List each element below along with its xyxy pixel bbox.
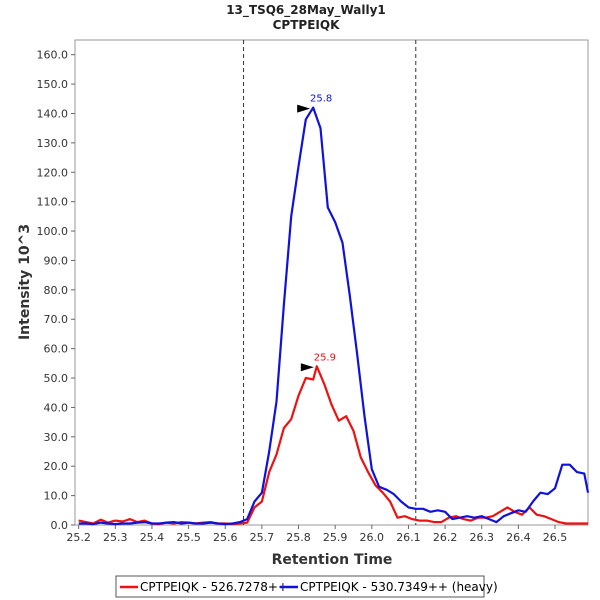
series-lines [78, 106, 590, 526]
x-tick-label-11: 26.3 [469, 531, 494, 544]
legend-entry-heavy: CPTPEIQK - 530.7349++ (heavy) [300, 580, 498, 594]
y-tick-label-7: 70.0 [44, 313, 69, 326]
series-line-1 [78, 106, 590, 526]
peak-label-0: 25.9 [314, 352, 336, 363]
x-tick-label-13: 26.5 [543, 531, 568, 544]
y-axis-label: Intensity 10^3 [17, 224, 33, 340]
y-tick-label-9: 90.0 [44, 254, 69, 267]
y-tick-label-2: 20.0 [44, 460, 69, 473]
chart-title: 13_TSQ6_28May_Wally1 [226, 3, 386, 18]
x-tick-label-7: 25.9 [323, 531, 348, 544]
x-tick-label-1: 25.3 [103, 531, 128, 544]
x-tick-label-2: 25.4 [140, 531, 165, 544]
legend: CPTPEIQK - 526.7278++ CPTPEIQK - 530.734… [115, 575, 498, 598]
y-tick-label-10: 100.0 [37, 225, 69, 238]
y-tick-label-15: 150.0 [37, 78, 69, 91]
x-tick-label-6: 25.8 [286, 531, 311, 544]
x-axis-label: Retention Time [272, 552, 393, 568]
y-tick-label-6: 60.0 [44, 343, 69, 356]
peak-annotations: 25.9 25.8 [297, 94, 336, 372]
plot-area [74, 39, 589, 526]
y-tick-label-4: 40.0 [44, 401, 69, 414]
peak-label-1: 25.8 [310, 94, 332, 105]
y-tick-label-14: 140.0 [37, 107, 69, 120]
y-tick-label-3: 30.0 [44, 431, 69, 444]
y-axis: 0.0 10.0 20.0 30.0 40.0 50.0 60.0 70.0 80.0 90.0 1… [37, 49, 75, 532]
y-tick-label-1: 10.0 [44, 490, 69, 503]
chart-subtitle: CPTPEIQK [273, 18, 340, 32]
y-tick-label-16: 160.0 [37, 49, 69, 62]
y-tick-label-0: 0.0 [51, 519, 69, 532]
y-tick-label-12: 120.0 [37, 166, 69, 179]
legend-entry-light: CPTPEIQK - 526.7278++ [140, 580, 288, 594]
y-tick-label-8: 80.0 [44, 284, 69, 297]
x-tick-label-9: 26.1 [396, 531, 421, 544]
integration-bounds [243, 40, 417, 525]
x-tick-label-3: 25.5 [176, 531, 201, 544]
y-tick-label-11: 110.0 [37, 196, 69, 209]
x-tick-label-8: 26.0 [360, 531, 385, 544]
x-tick-label-0: 25.2 [66, 531, 91, 544]
x-tick-label-10: 26.2 [433, 531, 458, 544]
x-tick-label-12: 26.4 [506, 531, 531, 544]
y-tick-label-13: 130.0 [37, 137, 69, 150]
legend-box [115, 575, 485, 598]
y-tick-label-5: 50.0 [44, 372, 69, 385]
x-tick-label-5: 25.7 [250, 531, 275, 544]
x-tick-label-4: 25.6 [213, 531, 238, 544]
x-axis: 25.2 25.3 25.4 25.5 25.6 25.7 25.8 25.9 26.0 26.1… [66, 525, 567, 544]
